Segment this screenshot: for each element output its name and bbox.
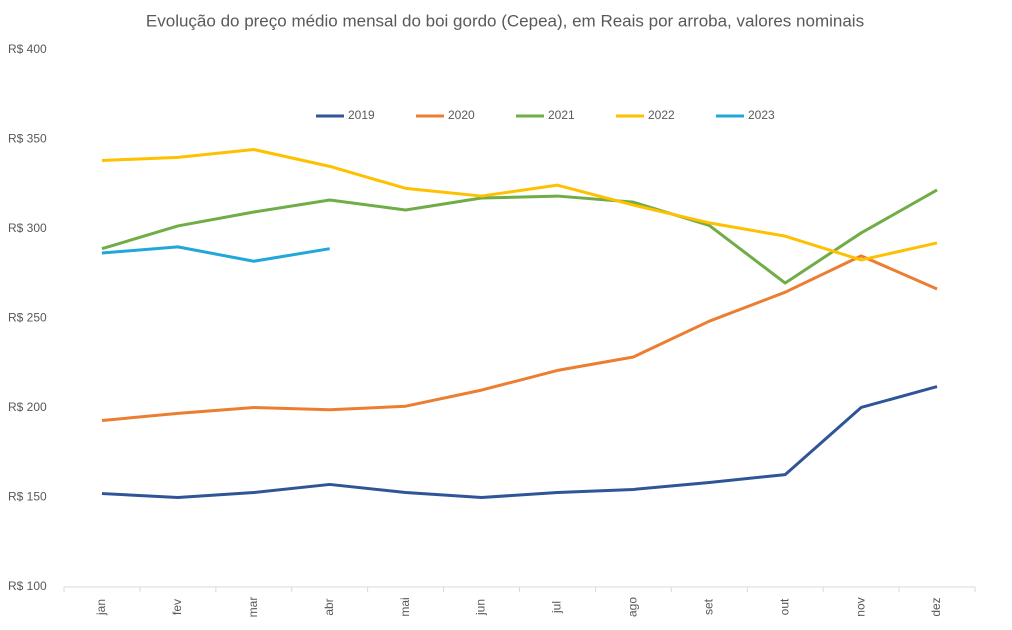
line-series: [101, 148, 938, 262]
legend-label: 2022: [648, 108, 675, 122]
line-series: [101, 188, 938, 285]
y-tick-label: R$ 300: [8, 221, 47, 235]
legend-label: 2019: [348, 108, 375, 122]
x-tick-label: fev: [170, 599, 184, 615]
x-tick-label: jul: [550, 601, 564, 614]
line-series: [101, 245, 330, 263]
y-tick-label: R$ 400: [8, 42, 47, 56]
legend-label: 2021: [548, 108, 575, 122]
x-tick-label: dez: [929, 597, 943, 616]
x-tick-label: jan: [94, 599, 108, 616]
y-tick-label: R$ 250: [8, 311, 47, 325]
x-tick-label: out: [777, 598, 791, 615]
line-series: [101, 254, 938, 423]
legend-label: 2023: [748, 108, 775, 122]
y-tick-label: R$ 100: [8, 579, 47, 593]
chart-title: Evolução do preço médio mensal do boi go…: [146, 11, 864, 30]
x-tick-label: nov: [853, 597, 867, 616]
x-tick-label: abr: [322, 598, 336, 615]
line-series: [101, 385, 938, 499]
x-tick-label: mai: [398, 597, 412, 616]
legend-label: 2020: [448, 108, 475, 122]
x-tick-label: ago: [626, 597, 640, 617]
x-tick-label: mar: [246, 597, 260, 618]
y-tick-label: R$ 150: [8, 490, 47, 504]
x-tick-label: jun: [474, 599, 488, 616]
y-tick-label: R$ 350: [8, 132, 47, 146]
y-tick-label: R$ 200: [8, 400, 47, 414]
x-tick-label: set: [701, 598, 715, 615]
